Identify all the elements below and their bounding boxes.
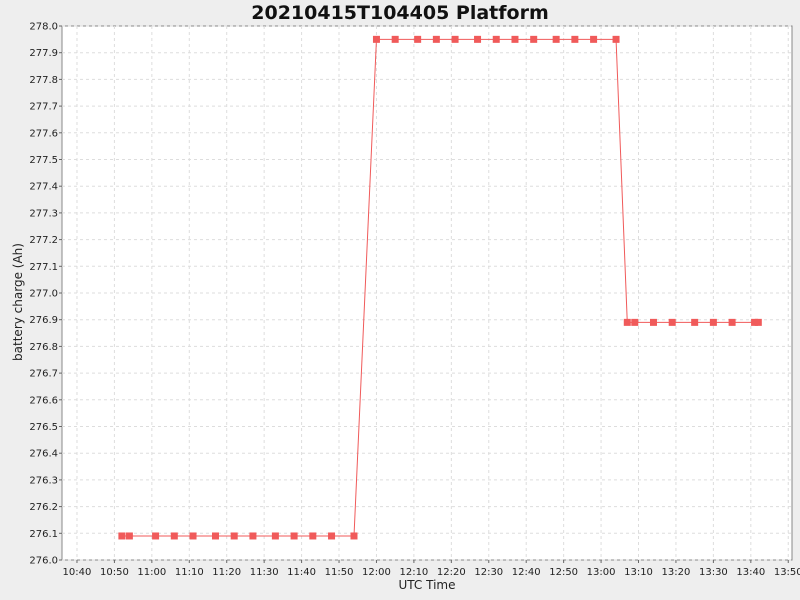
- x-tick-label: 13:50: [774, 567, 800, 578]
- data-point: [118, 532, 126, 540]
- x-axis-label: UTC Time: [398, 578, 456, 592]
- y-tick-label: 277.9: [29, 48, 58, 59]
- x-tick-label: 11:00: [137, 567, 166, 578]
- x-tick-label: 11:30: [250, 567, 279, 578]
- y-tick-label: 277.6: [29, 128, 58, 139]
- y-tick-label: 277.8: [29, 75, 58, 86]
- chart-title: 20210415T104405 Platform: [251, 2, 549, 24]
- y-tick-label: 277.4: [29, 182, 58, 193]
- data-point: [350, 532, 358, 540]
- data-point: [249, 532, 257, 540]
- data-point: [309, 532, 317, 540]
- data-point: [492, 35, 500, 43]
- data-point: [125, 532, 133, 540]
- data-point: [432, 35, 440, 43]
- x-tick-label: 10:50: [100, 567, 129, 578]
- y-tick-label: 276.2: [29, 502, 58, 513]
- x-tick-label: 13:10: [624, 567, 653, 578]
- y-tick-label: 277.7: [29, 102, 58, 113]
- y-tick-label: 276.1: [29, 529, 58, 540]
- y-axis-label: battery charge (Ah): [11, 243, 25, 361]
- x-tick-label: 12:20: [437, 567, 466, 578]
- data-point: [328, 532, 336, 540]
- x-tick-label: 11:50: [325, 567, 354, 578]
- y-tick-label: 276.8: [29, 342, 58, 353]
- data-point: [474, 35, 482, 43]
- data-point: [152, 532, 160, 540]
- data-point: [612, 35, 620, 43]
- y-tick-label: 276.6: [29, 395, 58, 406]
- x-tick-label: 12:40: [512, 567, 541, 578]
- x-tick-label: 11:40: [287, 567, 316, 578]
- data-point: [511, 35, 519, 43]
- y-tick-label: 277.1: [29, 262, 58, 273]
- data-point: [728, 318, 736, 326]
- x-tick-label: 12:00: [362, 567, 391, 578]
- data-point: [691, 318, 699, 326]
- x-tick-label: 11:10: [175, 567, 204, 578]
- x-tick-label: 10:40: [63, 567, 92, 578]
- x-tick-label: 12:50: [549, 567, 578, 578]
- x-tick-label: 13:00: [587, 567, 616, 578]
- y-tick-label: 276.7: [29, 369, 58, 380]
- y-tick-label: 276.0: [29, 556, 58, 567]
- y-tick-label: 277.5: [29, 155, 58, 166]
- x-tick-label: 13:40: [736, 567, 765, 578]
- y-tick-label: 276.9: [29, 315, 58, 326]
- data-point: [189, 532, 197, 540]
- data-point: [372, 35, 380, 43]
- x-tick-label: 13:30: [699, 567, 728, 578]
- x-tick-label: 11:20: [212, 567, 241, 578]
- data-point: [170, 532, 178, 540]
- data-point: [649, 318, 657, 326]
- data-point: [668, 318, 676, 326]
- data-point: [271, 532, 279, 540]
- data-point: [290, 532, 298, 540]
- x-tick-label: 13:20: [662, 567, 691, 578]
- data-point: [590, 35, 598, 43]
- data-point: [211, 532, 219, 540]
- data-point: [414, 35, 422, 43]
- data-point: [709, 318, 717, 326]
- y-tick-label: 277.3: [29, 208, 58, 219]
- data-point: [552, 35, 560, 43]
- data-point: [451, 35, 459, 43]
- y-tick-label: 278.0: [29, 22, 58, 33]
- y-tick-label: 276.4: [29, 449, 58, 460]
- data-point: [391, 35, 399, 43]
- y-tick-label: 276.3: [29, 475, 58, 486]
- y-tick-label: 276.5: [29, 422, 58, 433]
- y-tick-label: 277.0: [29, 289, 58, 300]
- data-point: [530, 35, 538, 43]
- data-point: [631, 318, 639, 326]
- y-tick-label: 277.2: [29, 235, 58, 246]
- x-tick-label: 12:30: [474, 567, 503, 578]
- data-point: [571, 35, 579, 43]
- data-point: [751, 318, 759, 326]
- data-point: [623, 318, 631, 326]
- data-point: [230, 532, 238, 540]
- x-tick-label: 12:10: [399, 567, 428, 578]
- data-point: [754, 318, 762, 326]
